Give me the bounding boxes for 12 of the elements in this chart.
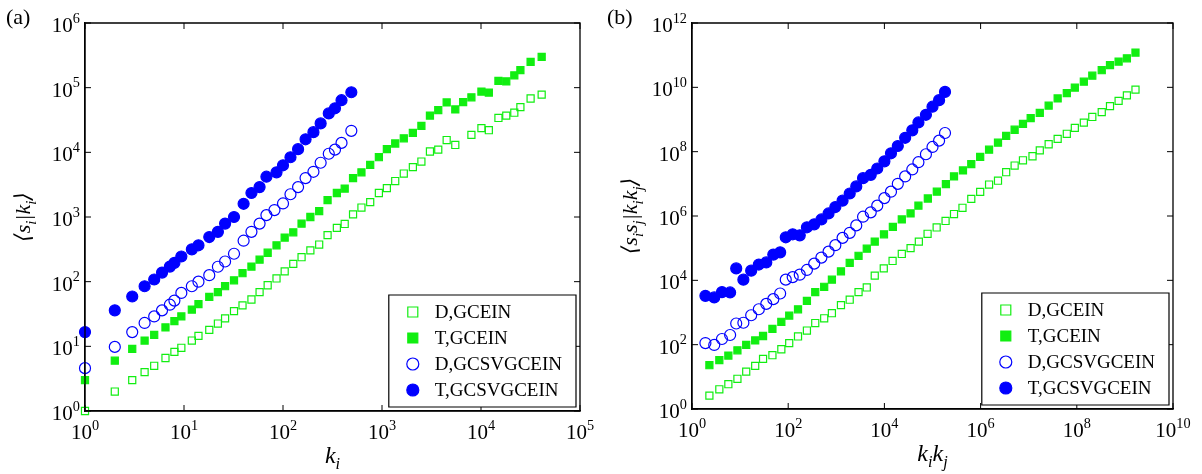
text: ⟨sisj|kikj⟩ [617, 177, 646, 255]
legend-label: T,GCEIN [1027, 324, 1102, 346]
legend-label: T,GCEIN [434, 326, 509, 348]
legend-label: T,GCSVGCEIN [1027, 376, 1152, 398]
legend-label: D,GCSVGCEIN [434, 352, 563, 374]
legend-label: T,GCSVGCEIN [434, 378, 559, 400]
chart-title: (b) [607, 4, 633, 29]
y-axis-title: ⟨si|ki⟩ [10, 192, 39, 242]
legend-label: D,GCEIN [434, 300, 512, 322]
legend-label: D,GCSVGCEIN [1027, 350, 1156, 372]
chart-title: (a) [6, 4, 31, 29]
legend-label: D,GCEIN [1027, 298, 1105, 320]
